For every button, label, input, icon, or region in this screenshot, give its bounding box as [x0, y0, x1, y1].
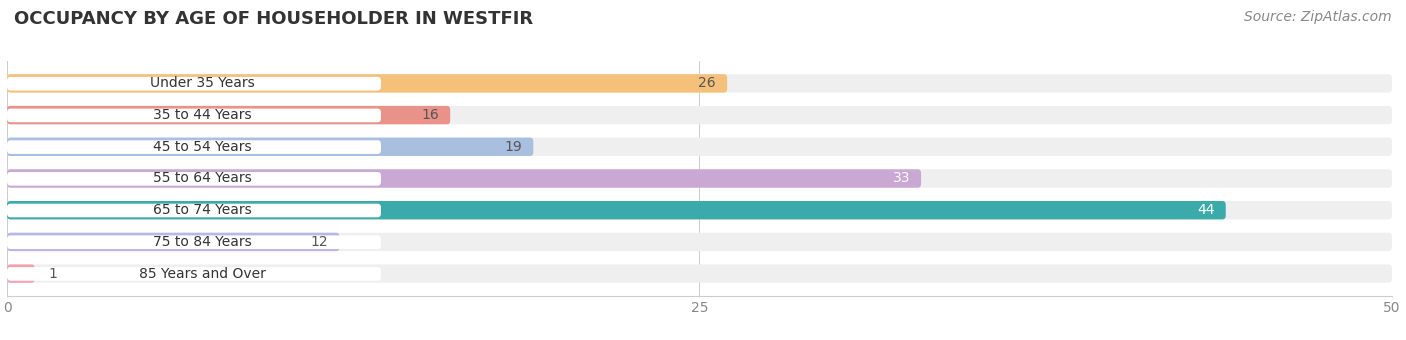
Text: 35 to 44 Years: 35 to 44 Years: [153, 108, 252, 122]
Text: 45 to 54 Years: 45 to 54 Years: [153, 140, 252, 154]
FancyBboxPatch shape: [7, 267, 381, 281]
FancyBboxPatch shape: [7, 106, 1392, 124]
Text: 16: 16: [422, 108, 439, 122]
Text: 12: 12: [311, 235, 329, 249]
Text: 65 to 74 Years: 65 to 74 Years: [153, 203, 252, 217]
FancyBboxPatch shape: [7, 108, 381, 122]
FancyBboxPatch shape: [7, 138, 533, 156]
Text: Under 35 Years: Under 35 Years: [150, 76, 254, 90]
FancyBboxPatch shape: [7, 140, 381, 154]
Text: 1: 1: [49, 267, 58, 280]
Text: 55 to 64 Years: 55 to 64 Years: [153, 171, 252, 186]
Text: 26: 26: [699, 76, 716, 90]
FancyBboxPatch shape: [7, 138, 1392, 156]
Text: 19: 19: [505, 140, 522, 154]
FancyBboxPatch shape: [7, 172, 381, 186]
FancyBboxPatch shape: [7, 265, 1392, 283]
FancyBboxPatch shape: [7, 201, 1392, 219]
FancyBboxPatch shape: [7, 204, 381, 217]
FancyBboxPatch shape: [7, 74, 727, 92]
FancyBboxPatch shape: [7, 233, 1392, 251]
FancyBboxPatch shape: [7, 106, 450, 124]
FancyBboxPatch shape: [7, 169, 921, 188]
FancyBboxPatch shape: [7, 74, 1392, 92]
Text: 85 Years and Over: 85 Years and Over: [139, 267, 266, 280]
FancyBboxPatch shape: [7, 233, 339, 251]
Text: 44: 44: [1197, 203, 1215, 217]
FancyBboxPatch shape: [7, 235, 381, 249]
FancyBboxPatch shape: [7, 77, 381, 90]
Text: 33: 33: [893, 171, 910, 186]
Text: 75 to 84 Years: 75 to 84 Years: [153, 235, 252, 249]
FancyBboxPatch shape: [7, 265, 35, 283]
Text: Source: ZipAtlas.com: Source: ZipAtlas.com: [1244, 10, 1392, 24]
FancyBboxPatch shape: [7, 201, 1226, 219]
Text: OCCUPANCY BY AGE OF HOUSEHOLDER IN WESTFIR: OCCUPANCY BY AGE OF HOUSEHOLDER IN WESTF…: [14, 10, 533, 28]
FancyBboxPatch shape: [7, 169, 1392, 188]
